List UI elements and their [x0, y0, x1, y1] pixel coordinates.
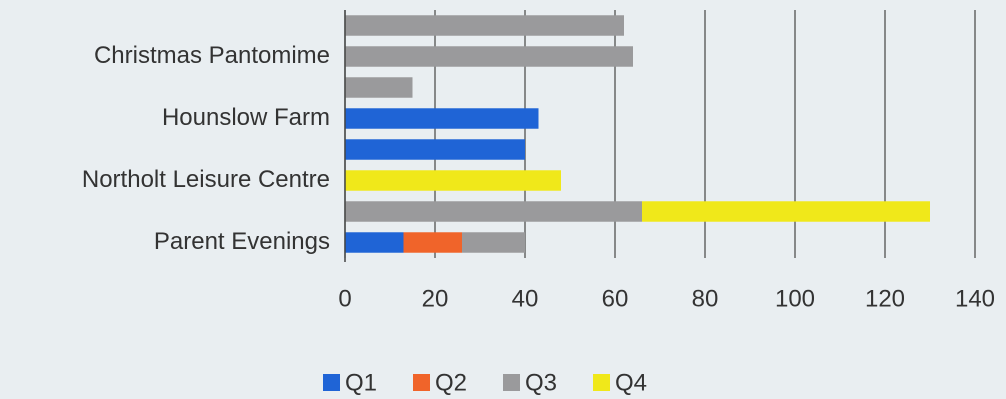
bar-segment: [345, 201, 642, 222]
x-tick-label: 60: [602, 285, 629, 312]
legend-label: Q4: [615, 369, 647, 396]
bar-segment: [345, 232, 404, 253]
bar-segment: [462, 232, 525, 253]
x-tick-label: 80: [692, 285, 719, 312]
bar-segment: [403, 232, 462, 253]
bar-segment: [345, 108, 539, 129]
y-tick-label: Christmas Pantomime: [94, 42, 330, 69]
legend-label: Q2: [435, 369, 467, 396]
y-tick-label: Parent Evenings: [154, 228, 330, 255]
legend-label: Q1: [345, 369, 377, 396]
x-tick-label: 140: [955, 285, 995, 312]
legend-swatch: [503, 374, 520, 391]
legend-swatch: [593, 374, 610, 391]
bar-segment: [345, 170, 561, 191]
legend-swatch: [323, 374, 340, 391]
bar-segment: [345, 46, 633, 67]
bar-segment: [642, 201, 930, 222]
bar-segment: [345, 15, 624, 36]
bar-segment: [345, 77, 413, 98]
x-tick-label: 120: [865, 285, 905, 312]
x-tick-label: 100: [775, 285, 815, 312]
bar-segment: [345, 139, 525, 160]
y-tick-label: Northolt Leisure Centre: [82, 166, 330, 193]
y-tick-label: Hounslow Farm: [162, 104, 330, 131]
x-tick-label: 40: [512, 285, 539, 312]
legend-swatch: [413, 374, 430, 391]
x-tick-label: 0: [338, 285, 351, 312]
x-tick-label: 20: [422, 285, 449, 312]
legend-label: Q3: [525, 369, 557, 396]
